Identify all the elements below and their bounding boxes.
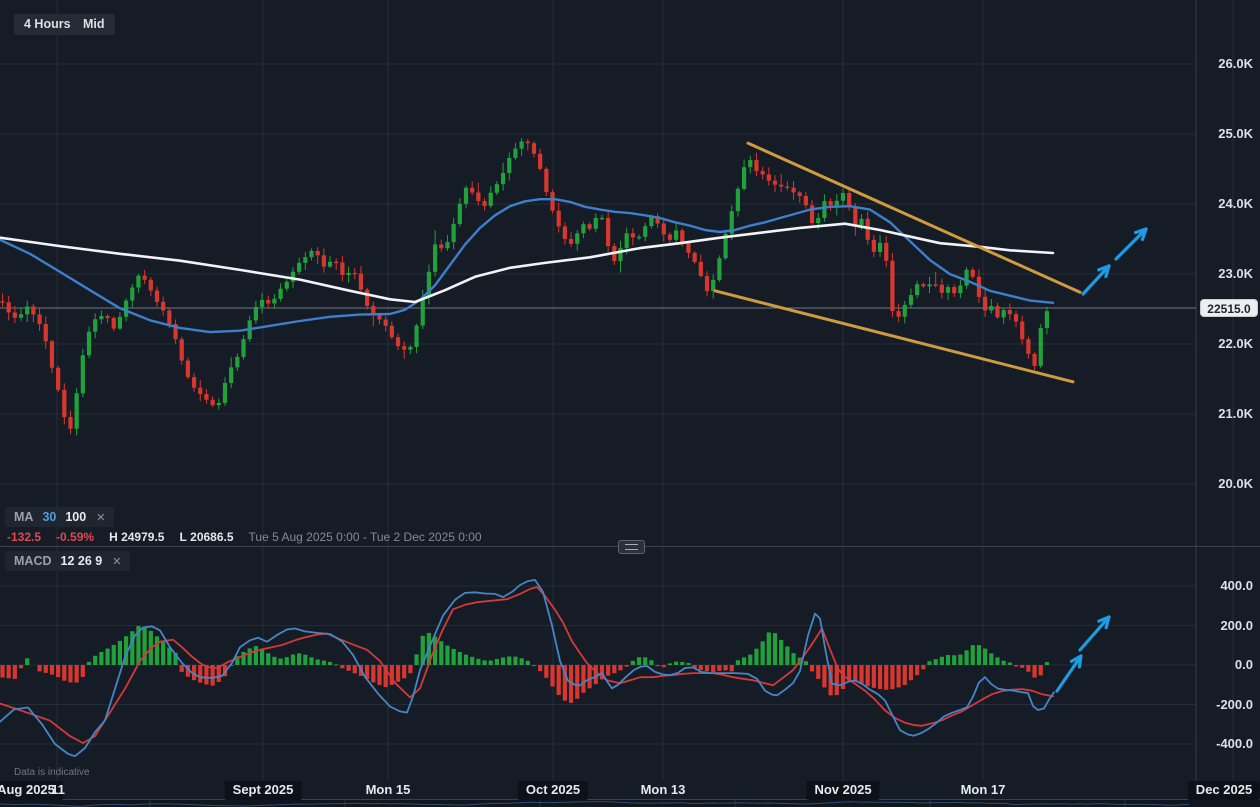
- change-percent: -0.59%: [56, 530, 95, 544]
- change-value: -132.5: [7, 530, 42, 544]
- ma-fast-period: 30: [42, 510, 57, 524]
- macd-axis-label: 400.0: [1220, 578, 1253, 593]
- moving-averages-layer: [0, 198, 1055, 334]
- ma-slow-period: 100: [65, 510, 87, 524]
- price-stats-row: -132.5 -0.59% H 24979.5 L 20686.5 Tue 5 …: [7, 530, 482, 544]
- price-axis-label: 21.0K: [1218, 406, 1253, 422]
- ma-indicator-legend[interactable]: MA 30 100 ✕: [5, 507, 115, 527]
- current-price-badge: 22515.0: [1200, 299, 1258, 317]
- price-mode-button[interactable]: Mid: [73, 14, 115, 35]
- macd-axis-label: 0.0: [1234, 657, 1253, 672]
- drawing-arrows-layer[interactable]: [1055, 227, 1148, 693]
- price-axis-label: 24.0K: [1218, 196, 1253, 212]
- price-axis-label: 22.0K: [1218, 336, 1253, 352]
- price-axis-label: 25.0K: [1218, 126, 1253, 142]
- time-axis-label: Sept 2025: [224, 781, 302, 800]
- ma-label: MA: [14, 510, 34, 524]
- macd-indicator-legend[interactable]: MACD 12 26 9 ✕: [5, 551, 131, 571]
- date-range: Tue 5 Aug 2025 0:00 - Tue 2 Dec 2025 0:0…: [248, 530, 482, 544]
- time-axis-label: Aug 2025: [0, 781, 63, 800]
- time-axis-label: Mon 17: [960, 782, 1006, 797]
- price-axis-label: 20.0K: [1218, 476, 1253, 492]
- macd-layer: [0, 579, 1055, 758]
- time-axis-label: Dec 2025: [1187, 781, 1260, 800]
- candles-layer: [0, 137, 1050, 436]
- price-axis-label: 23.0K: [1218, 266, 1253, 282]
- macd-label: MACD: [14, 554, 52, 568]
- remove-ma-icon[interactable]: ✕: [96, 511, 106, 524]
- remove-macd-icon[interactable]: ✕: [112, 555, 122, 568]
- grid-layer: [0, 0, 1234, 799]
- time-axis-label: Nov 2025: [806, 781, 880, 800]
- period-low: L 20686.5: [179, 530, 234, 544]
- macd-axis-label: -400.0: [1216, 736, 1253, 751]
- macd-axis-label: -200.0: [1216, 696, 1253, 712]
- time-axis[interactable]: Aug 2025 11 Sept 2025 Mon 15 Oct 2025 Mon 13 N…: [0, 781, 1260, 800]
- timeframe-button[interactable]: 4 Hours: [14, 14, 81, 35]
- time-axis-label: Mon 15: [365, 782, 411, 797]
- macd-params: 12 26 9: [60, 554, 103, 568]
- time-axis-label: Oct 2025: [517, 781, 589, 800]
- period-high: H 24979.5: [109, 530, 165, 544]
- data-indicative-note: Data is indicative: [14, 767, 90, 778]
- time-axis-label: Mon 13: [640, 782, 686, 797]
- navigator-strip[interactable]: [0, 800, 1260, 807]
- pane-resize-handle[interactable]: [618, 540, 645, 554]
- macd-axis-label: 200.0: [1220, 617, 1253, 633]
- trendlines-layer[interactable]: [713, 141, 1082, 384]
- price-axis-label: 26.0K: [1218, 56, 1253, 72]
- time-axis-label: 11: [51, 782, 65, 797]
- grip-lines-icon: [625, 544, 638, 550]
